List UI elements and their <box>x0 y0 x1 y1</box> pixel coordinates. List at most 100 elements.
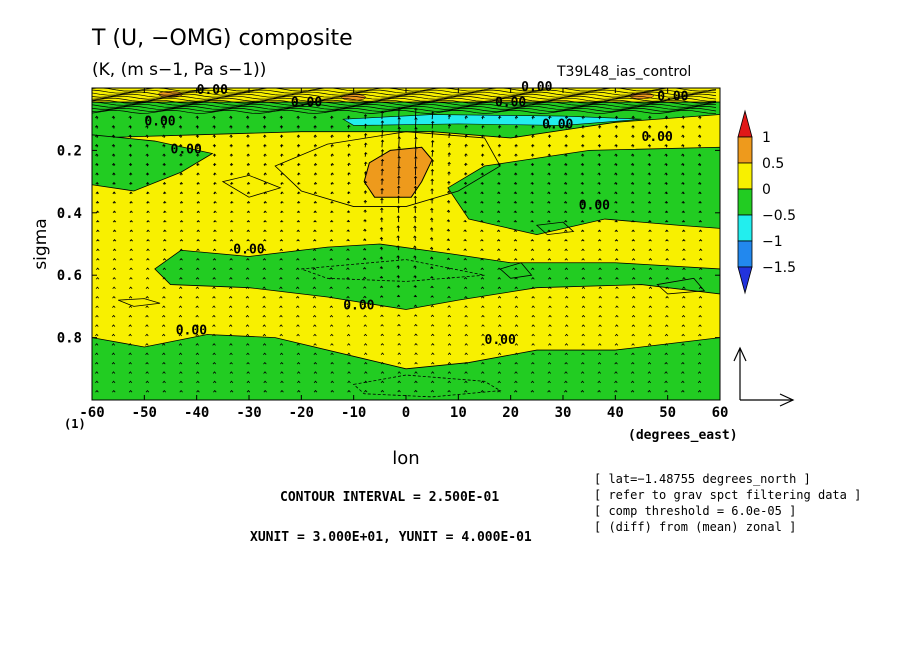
vector-head <box>530 389 535 393</box>
wind-vector-337 <box>280 181 284 185</box>
wind-vector-119 <box>145 389 150 393</box>
wind-vector-727 <box>497 181 501 185</box>
vector-head <box>681 361 685 365</box>
wind-vector-26 <box>94 361 99 365</box>
vector-head <box>548 333 552 337</box>
vector-head <box>363 314 367 318</box>
wind-vector-421 <box>330 125 334 129</box>
wind-vector-493 <box>363 238 367 241</box>
vector-head <box>513 229 518 232</box>
vector-head <box>128 305 133 308</box>
vector-head <box>414 380 418 384</box>
contour-2 <box>221 174 282 198</box>
wind-vector-836 <box>547 361 552 365</box>
vector-head <box>615 267 619 270</box>
wind-vector-1049 <box>664 389 668 393</box>
wind-vector-455 <box>347 162 351 167</box>
vector-head <box>196 200 200 204</box>
wind-vector-436 <box>329 267 333 270</box>
wind-vector-311 <box>263 219 267 223</box>
wind-vector-52 <box>111 324 116 327</box>
wind-vector-256 <box>229 267 233 270</box>
wind-vector-302 <box>263 134 267 138</box>
wind-vector-768 <box>514 286 518 289</box>
vector-head <box>547 134 552 138</box>
vector-head <box>330 172 334 175</box>
wind-vector-512 <box>380 129 385 138</box>
vector-head <box>229 380 234 384</box>
vector-head <box>263 210 267 213</box>
vector-head <box>230 181 234 185</box>
wind-vector-160 <box>179 210 184 213</box>
wind-vector-662 <box>464 134 468 139</box>
vector-head <box>346 200 351 204</box>
vector-head <box>548 286 552 289</box>
wind-vector-680 <box>464 305 468 308</box>
wind-vector-214 <box>212 153 217 157</box>
wind-vector-634 <box>447 152 452 157</box>
vector-head <box>145 153 149 156</box>
wind-vector-511 <box>380 120 385 129</box>
vector-head <box>581 238 585 242</box>
wind-vector-1089 <box>698 200 702 204</box>
vector-head <box>112 295 116 299</box>
wind-vector-974 <box>631 248 636 251</box>
vector-head <box>430 389 435 393</box>
wind-vector-948 <box>615 286 619 289</box>
wind-vector-186 <box>196 172 200 176</box>
wind-vector-1098 <box>698 286 703 289</box>
wind-vector-462 <box>346 229 350 232</box>
vector-head <box>664 371 668 374</box>
wind-vector-805 <box>531 352 535 356</box>
vector-head <box>547 143 552 147</box>
wind-vector-953 <box>614 333 619 337</box>
vector-head <box>145 371 149 374</box>
vector-shaft <box>414 108 417 120</box>
vector-head <box>379 266 384 269</box>
wind-vector-638 <box>447 190 451 195</box>
vector-head <box>95 295 99 299</box>
vector-head <box>547 267 552 270</box>
vector-head <box>446 238 451 241</box>
vector-head <box>397 380 401 384</box>
vector-head <box>631 305 636 308</box>
wind-vector-837 <box>547 371 552 374</box>
vector-head <box>597 172 601 175</box>
wind-vector-6 <box>95 172 99 176</box>
vector-head <box>379 236 384 240</box>
wind-vector-67 <box>129 181 133 185</box>
wind-vector-824 <box>547 248 551 251</box>
wind-vector-834 <box>548 343 552 346</box>
wind-vector-675 <box>463 257 467 261</box>
vector-head <box>364 380 368 384</box>
wind-vector-508 <box>364 380 368 384</box>
wind-vector-715 <box>481 352 485 356</box>
wind-vector-989 <box>630 389 635 393</box>
wind-vector-741 <box>498 314 502 318</box>
vector-head <box>548 305 552 308</box>
wind-vector-61 <box>128 125 132 129</box>
wind-vector-25 <box>94 352 99 356</box>
wind-vector-261 <box>228 314 233 318</box>
vector-head <box>497 143 502 147</box>
vector-head <box>229 125 233 128</box>
colorbar-label-5: −1.5 <box>762 260 796 276</box>
y-tick-label-3: 0.8 <box>57 331 82 347</box>
vector-head <box>564 333 569 337</box>
wind-vector-1079 <box>681 389 685 393</box>
wind-vector-431 <box>329 219 334 223</box>
wind-vector-148 <box>162 380 166 384</box>
wind-vector-667 <box>463 181 468 185</box>
wind-vector-763 <box>513 238 518 242</box>
vector-head <box>146 248 150 251</box>
colorbar-segment-2 <box>737 162 753 190</box>
wind-vector-552 <box>396 225 400 232</box>
vector-head <box>312 277 317 280</box>
vector-head <box>597 219 602 223</box>
vector-head <box>178 314 183 318</box>
wind-vector-176 <box>178 361 183 365</box>
vector-head <box>664 172 668 175</box>
vector-head <box>162 305 166 308</box>
vector-head <box>95 389 99 393</box>
x-axis-label: lon <box>392 448 419 469</box>
